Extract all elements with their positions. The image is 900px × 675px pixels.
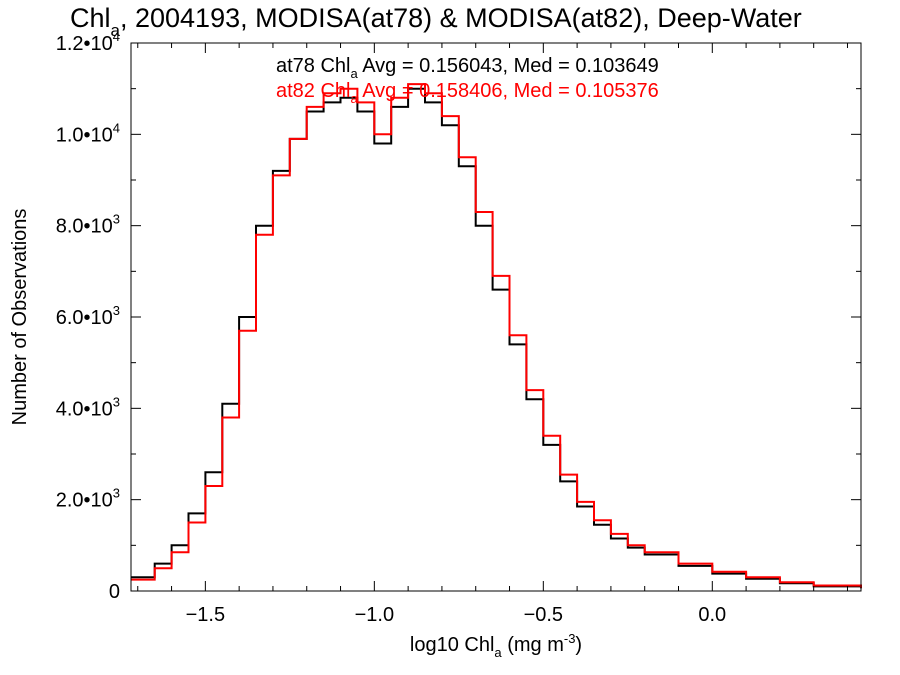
y-tick-mantissa: 4.0•10 [56, 398, 113, 420]
chart-title: Chla, 2004193, MODISA(at78) & MODISA(at8… [70, 3, 802, 40]
annotation-subscript: a [351, 91, 359, 106]
title-text: Chl [70, 3, 111, 33]
y-tick-label: 1.2•104 [56, 29, 120, 55]
y-tick-mantissa: 0 [109, 581, 120, 603]
x-label-text: ) [575, 634, 582, 656]
y-tick-mantissa: 6.0•10 [56, 307, 113, 329]
y-tick-exponent: 3 [113, 394, 120, 409]
y-tick-exponent: 4 [113, 29, 120, 44]
x-label-text: log10 Chl [410, 634, 495, 656]
series-line-1 [131, 87, 862, 589]
y-tick-mantissa: 2.0•10 [56, 490, 113, 512]
plot-area: −1.5 −1.0 −0.5 0.002.0•1034.0•1036.0•1038.0… [56, 29, 862, 626]
annotation-text: Avg = 0.156043, Med = 0.103649 [358, 55, 659, 77]
y-tick-label: 4.0•103 [56, 394, 120, 420]
x-tick-label: −1.0 [355, 604, 394, 626]
annotation-text: Avg = 0.158406, Med = 0.105376 [358, 80, 659, 102]
y-tick-mantissa: 1.2•10 [56, 33, 113, 55]
x-label-subscript: a [494, 645, 502, 660]
x-label-superscript: -3 [564, 631, 576, 646]
y-tick-exponent: 4 [113, 120, 120, 135]
annotation-text: at78 Chl [276, 55, 351, 77]
y-tick-exponent: 3 [113, 303, 120, 318]
y-tick-label: 6.0•103 [56, 303, 120, 329]
y-tick-exponent: 3 [113, 486, 120, 501]
annotation-subscript: a [351, 66, 359, 81]
x-tick-label: −1.5 [186, 604, 225, 626]
annotation-text: at82 Chl [276, 80, 351, 102]
y-tick-label: 8.0•103 [56, 212, 120, 238]
y-tick-mantissa: 8.0•10 [56, 216, 113, 238]
x-axis-label: log10 Chla (mg m-3) [410, 631, 582, 660]
y-tick-exponent: 3 [113, 212, 120, 227]
series-line-2 [131, 83, 862, 588]
stats-annotation-2: at82 Chla Avg = 0.158406, Med = 0.105376 [276, 80, 659, 106]
x-tick-label: −0.5 [524, 604, 563, 626]
title-text: , 2004193, MODISA(at78) & MODISA(at82), … [120, 3, 802, 33]
y-tick-mantissa: 1.0•10 [56, 124, 113, 146]
stats-annotation-1: at78 Chla Avg = 0.156043, Med = 0.103649 [276, 55, 659, 81]
y-tick-label: 2.0•103 [56, 486, 120, 512]
y-axis-label: Number of Observations [9, 209, 31, 426]
y-tick-label: 1.0•104 [56, 120, 120, 146]
title-subscript: a [111, 21, 121, 40]
x-label-text: (mg m [502, 634, 564, 656]
x-tick-label: 0.0 [698, 604, 726, 626]
y-tick-label: 0 [109, 581, 120, 603]
